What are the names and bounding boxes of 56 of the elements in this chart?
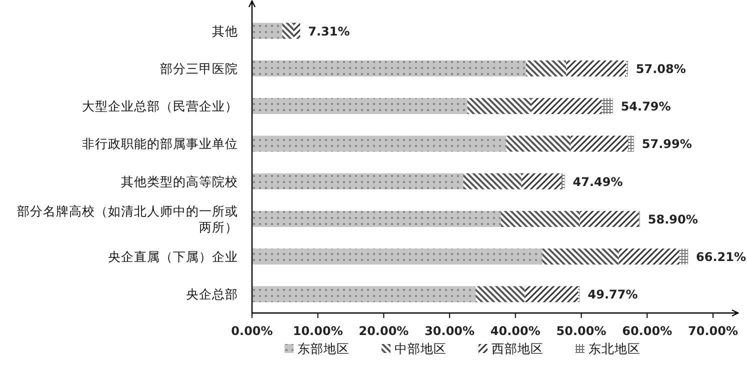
bar [282,22,294,39]
bar [679,248,688,265]
bar [252,173,464,190]
legend-label: 东北地区 [588,341,640,356]
bar [252,210,501,227]
bar [524,286,578,302]
bar [500,210,580,227]
total-label: 58.90% [648,212,698,226]
x-tick-label: 10.00% [292,324,343,338]
bar [252,98,468,114]
bar [580,210,640,227]
y-tick-label: 大型企业总部（民营企业） [82,98,238,114]
total-label: 7.31% [308,24,350,38]
bar [521,173,562,190]
total-label: 57.08% [636,62,686,76]
bar [252,248,542,265]
legend-label: 中部地区 [394,341,446,356]
total-label: 66.21% [696,250,746,264]
bar [628,136,634,152]
bar [252,22,282,39]
x-tick-label: 0.00% [231,324,273,338]
bar [467,98,532,114]
bar [463,173,522,190]
x-tick-label: 70.00% [688,324,738,338]
y-tick-label: 央企直属（下属）企业 [108,249,238,264]
y-tick-label: 部分三甲医院 [160,60,238,76]
x-tick-label: 60.00% [622,324,672,338]
total-label: 57.99% [642,137,692,152]
bar [566,60,626,76]
bar [252,60,526,76]
y-tick-label: 非行政职能的部属事业单位 [82,136,238,152]
bar [293,22,300,39]
y-tick-label: 部分名牌高校（如清北人师中的一所或两所） [17,203,238,234]
total-label: 49.77% [588,288,638,302]
bar [252,136,506,152]
x-tick-label: 20.00% [358,324,409,338]
bar [252,286,476,302]
bar [506,136,571,152]
legend-label: 西部地区 [492,341,544,356]
bar [618,248,680,265]
total-label: 54.79% [620,100,671,114]
x-tick-label: 50.00% [556,324,606,338]
x-tick-label: 40.00% [490,324,540,338]
y-tick-label: 其他 [212,23,238,38]
bar [542,248,619,265]
bar [476,286,525,302]
y-tick-label: 其他类型的高等院校 [121,174,238,189]
x-tick-label: 30.00% [424,324,475,338]
bar [562,173,565,190]
legend-label: 东部地区 [298,341,350,356]
bar [602,98,613,114]
bar [531,98,602,114]
total-label: 47.49% [572,174,623,189]
bar [526,60,566,76]
bar [570,136,628,152]
y-tick-label: 央企总部 [186,286,238,302]
